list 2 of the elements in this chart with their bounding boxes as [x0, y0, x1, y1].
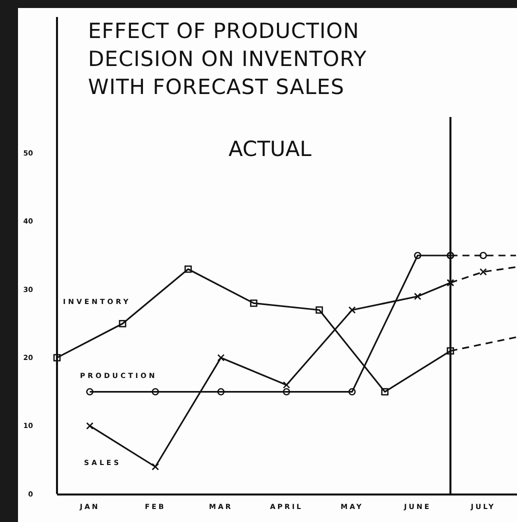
annotation: ACTUAL — [228, 137, 312, 161]
text: EFFECT OF PRODUCTION DECISION ON INVENTORY WITH FORECAST SALES — [88, 19, 367, 99]
